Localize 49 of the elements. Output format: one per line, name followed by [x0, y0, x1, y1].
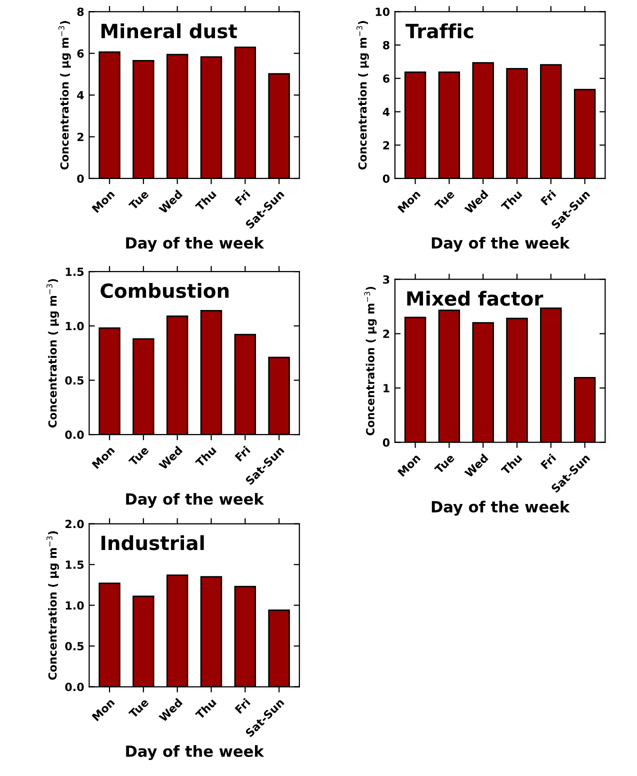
y-axis-title: Concentration ( μg m$^{−3}$)	[364, 286, 377, 436]
chart-title: Traffic	[406, 23, 474, 38]
x-tick-label: Thu	[194, 698, 217, 720]
y-tick-label: 0	[77, 174, 84, 183]
y-tick-label: 8	[383, 40, 390, 50]
x-axis-title: Day of the week	[126, 236, 264, 252]
y-tick-label: 0	[382, 438, 390, 447]
y-tick-label: 8	[77, 8, 84, 16]
x-axis-title: Day of the week	[432, 500, 570, 516]
y-tick-label: 0.5	[65, 376, 84, 385]
y-tick-label: 6	[77, 49, 84, 58]
y-tick-label: 1.0	[66, 322, 84, 330]
x-tick-label: Tue	[128, 190, 150, 210]
x-axis-title: Day of the week	[432, 236, 570, 252]
y-tick-label: 0.0	[65, 430, 84, 439]
y-tick-label: 1	[384, 384, 390, 392]
y-tick-label: 10	[376, 8, 390, 16]
x-tick-label: Thu	[194, 446, 217, 468]
y-tick-label: 2	[383, 330, 390, 338]
x-tick-label: Thu	[500, 190, 522, 212]
x-axis-title: Day of the week	[126, 492, 264, 508]
y-tick-label: 2	[77, 132, 84, 141]
y-tick-label: 3	[383, 275, 390, 284]
chart-title: Industrial	[101, 535, 204, 550]
y-tick-label: 1.5	[66, 560, 84, 569]
x-tick-label: Tue	[434, 453, 455, 474]
x-tick-label: Thu	[194, 190, 217, 212]
y-tick-label: 2	[383, 141, 390, 150]
x-axis-title: Day of the week	[126, 745, 264, 760]
y-axis-title: Concentration ( μg m$^{−3}$)	[58, 21, 71, 170]
y-tick-label: 0	[382, 174, 390, 183]
x-tick-label: Tue	[434, 190, 455, 210]
x-tick-label: Tue	[128, 698, 150, 719]
x-tick-label: Thu	[500, 453, 522, 476]
chart-title: Combustion	[100, 283, 229, 298]
y-tick-label: 1.5	[66, 268, 84, 276]
y-tick-label: 4	[382, 108, 390, 116]
y-tick-label: 1.0	[66, 601, 84, 610]
chart-title: Mineral dust	[101, 23, 238, 38]
y-axis-title: Concentration ( μg m$^{−3}$)	[356, 21, 369, 170]
chart-title: Mixed factor	[407, 290, 544, 306]
y-axis-title: Concentration ( μg m$^{−3}$)	[46, 531, 59, 680]
y-axis-title: Concentration ( μg m$^{−3}$)	[46, 279, 59, 428]
y-tick-label: 2.0	[66, 520, 84, 528]
x-tick-label: Tue	[128, 446, 150, 466]
y-tick-label: 0.5	[65, 642, 84, 650]
y-tick-label: 6	[383, 74, 390, 83]
y-tick-label: 0.0	[65, 682, 84, 692]
y-tick-label: 4	[77, 91, 84, 100]
